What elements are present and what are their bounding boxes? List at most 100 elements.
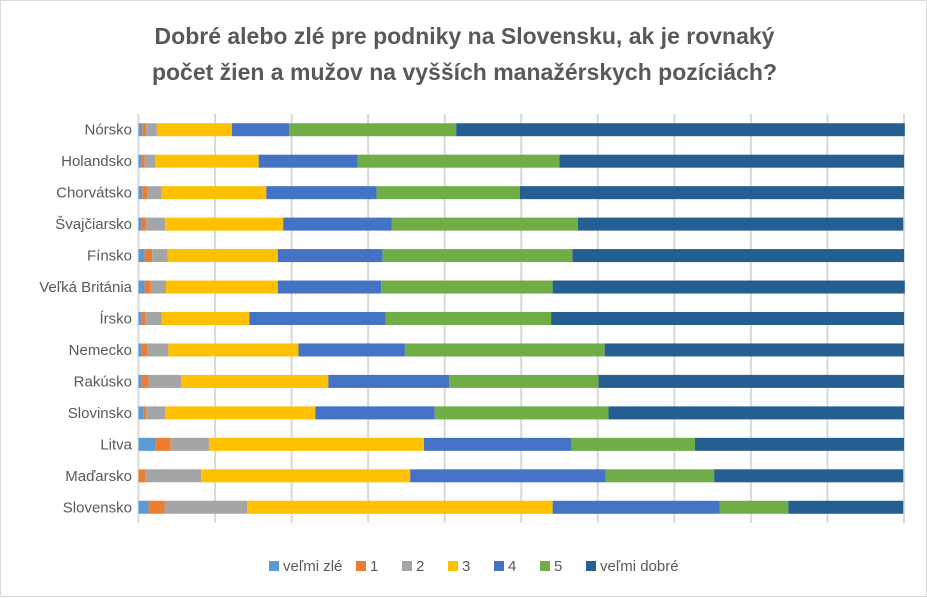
bar-segment-1 xyxy=(141,217,147,231)
bar-segment-5 xyxy=(376,186,520,200)
bar-segment-veľmi-dobré xyxy=(577,217,904,231)
bar-segment-1 xyxy=(141,374,149,388)
bar-segment-veľmi-zlé xyxy=(138,500,149,514)
bar-segment-3 xyxy=(167,249,278,263)
bar-segment-2 xyxy=(170,437,209,451)
bar-segment-veľmi-dobré xyxy=(519,186,904,200)
bar-segment-3 xyxy=(208,437,425,451)
bar-segment-veľmi-dobré xyxy=(598,374,904,388)
bar-segment-veľmi-dobré xyxy=(714,469,904,483)
bar-segment-2 xyxy=(146,217,166,231)
bar-segment-4 xyxy=(249,312,386,325)
bar-segment-2 xyxy=(150,280,167,294)
bar-segment-1 xyxy=(142,186,148,200)
legend-label: veľmi zlé xyxy=(283,558,342,575)
legend-swatch xyxy=(269,561,279,571)
bar-segment-2 xyxy=(145,469,202,483)
bar-segment-veľmi-dobré xyxy=(788,500,904,514)
category-label: Slovensko xyxy=(63,499,132,516)
bar-segment-2 xyxy=(147,343,169,357)
legend-swatch xyxy=(356,561,366,571)
bar-segment-1 xyxy=(143,406,147,420)
category-label: Slovinsko xyxy=(68,405,132,422)
legend-swatch xyxy=(494,561,504,571)
bar-segment-1 xyxy=(141,343,148,357)
bar-segment-5 xyxy=(449,374,599,388)
bar-segment-4 xyxy=(298,343,405,357)
bar-segment-3 xyxy=(165,217,284,231)
bar-segment-1 xyxy=(144,280,151,294)
category-label: Veľká Británia xyxy=(39,279,132,296)
bar-segment-2 xyxy=(146,123,157,137)
bar-segment-3 xyxy=(168,343,299,357)
bar-segment-5 xyxy=(391,217,578,231)
category-label: Švajčiarsko xyxy=(55,216,132,233)
bar-segment-veľmi-zlé xyxy=(138,437,156,451)
category-label: Chorvátsko xyxy=(56,185,132,202)
bar-segment-1 xyxy=(144,249,153,263)
bar-segment-1 xyxy=(141,154,145,168)
bar-segment-1 xyxy=(141,312,146,325)
bar-segment-2 xyxy=(146,406,166,420)
bar-segment-4 xyxy=(424,437,572,451)
bar-segment-1 xyxy=(142,123,147,137)
bar-segment-2 xyxy=(144,154,156,168)
bar-segment-5 xyxy=(434,406,609,420)
bar-segment-5 xyxy=(404,343,605,357)
category-label: Litva xyxy=(100,436,132,453)
bar-segment-veľmi-dobré xyxy=(456,123,905,137)
bar-segment-5 xyxy=(385,312,552,325)
legend-swatch xyxy=(448,561,458,571)
bar-segment-5 xyxy=(381,280,553,294)
legend-swatch xyxy=(540,561,550,571)
bar-segment-1 xyxy=(138,469,146,483)
bar-segment-2 xyxy=(164,500,248,514)
bar-segment-veľmi-zlé xyxy=(138,154,142,168)
bar-segment-5 xyxy=(357,154,560,168)
bar-segment-1 xyxy=(155,437,171,451)
category-label: Írsko xyxy=(99,311,132,328)
bar-segment-veľmi-zlé xyxy=(138,123,143,137)
bar-segment-veľmi-zlé xyxy=(138,217,142,231)
bar-segment-veľmi-zlé xyxy=(138,374,142,388)
bar-segment-veľmi-dobré xyxy=(695,437,904,451)
bar-segment-4 xyxy=(283,217,392,231)
bar-segment-3 xyxy=(165,406,316,420)
bar-segment-1 xyxy=(148,500,165,514)
bar-segment-2 xyxy=(147,186,162,200)
bar-segment-veľmi-dobré xyxy=(551,312,904,325)
bar-segment-veľmi-dobré xyxy=(572,249,904,263)
chart-title-line-1: Dobré alebo zlé pre podniky na Slovensku… xyxy=(154,23,775,49)
chart-title-line-2: počet žien a mužov na vyšších manažérsky… xyxy=(151,59,778,85)
bar-segment-3 xyxy=(181,374,329,388)
category-label: Nemecko xyxy=(69,342,132,359)
bar-segment-veľmi-zlé xyxy=(138,312,142,325)
legend-label: veľmi dobré xyxy=(600,558,679,575)
bar-segment-5 xyxy=(719,500,789,514)
category-label: Fínsko xyxy=(87,248,132,265)
bar-segment-veľmi-dobré xyxy=(608,406,904,420)
bar-segment-5 xyxy=(382,249,573,263)
bar-segment-veľmi-dobré xyxy=(552,280,905,294)
legend-swatch xyxy=(586,561,596,571)
bar-segment-3 xyxy=(156,123,232,137)
category-label: Holandsko xyxy=(61,153,132,170)
bar-segment-2 xyxy=(145,312,162,325)
bar-segment-veľmi-zlé xyxy=(138,186,143,200)
category-label: Maďarsko xyxy=(65,468,132,485)
legend-swatch xyxy=(402,561,412,571)
bar-segment-veľmi-zlé xyxy=(138,249,145,263)
bar-segment-veľmi-dobré xyxy=(604,343,904,357)
bar-segment-veľmi-zlé xyxy=(138,343,142,357)
legend-label: 1 xyxy=(370,558,378,575)
bar-segment-4 xyxy=(277,249,383,263)
bar-segment-4 xyxy=(258,154,358,168)
bar-segment-3 xyxy=(166,280,278,294)
bar-segment-4 xyxy=(231,123,290,137)
legend-label: 4 xyxy=(508,558,516,575)
bar-segment-veľmi-zlé xyxy=(138,280,145,294)
bar-segment-veľmi-zlé xyxy=(138,406,144,420)
bar-segment-4 xyxy=(410,469,606,483)
